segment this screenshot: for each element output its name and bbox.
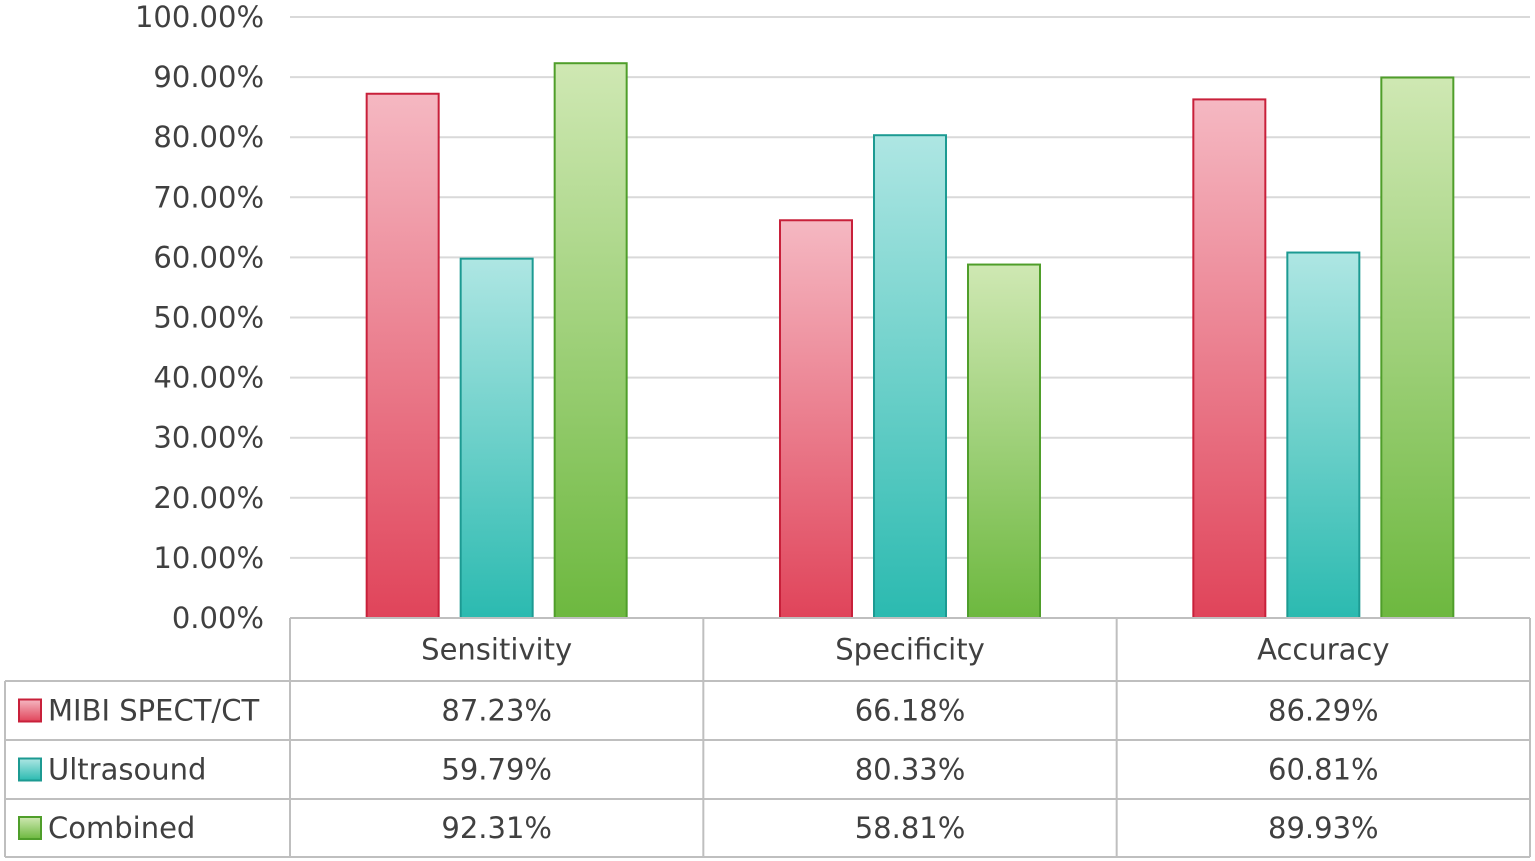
y-tick-label: 60.00% — [153, 240, 264, 274]
legend-key — [18, 757, 42, 782]
table-cell-value: 58.81% — [855, 811, 966, 845]
table-cell-value: 59.79% — [441, 753, 552, 787]
y-tick-label: 10.00% — [153, 541, 264, 575]
y-tick-label: 50.00% — [153, 301, 264, 335]
table-cell-value: 87.23% — [441, 694, 552, 728]
table-cell-value: 60.81% — [1268, 753, 1379, 787]
y-tick-label: 30.00% — [153, 421, 264, 455]
bar-combined-specificity — [967, 263, 1041, 619]
y-tick-label: 90.00% — [153, 60, 264, 94]
bar-ultrasound-specificity — [873, 134, 947, 619]
series-name: Combined — [48, 811, 195, 845]
bars — [365, 62, 1455, 620]
y-tick-label: 100.00% — [135, 0, 264, 34]
y-tick-label: 20.00% — [153, 481, 264, 515]
table-cell-value: 89.93% — [1268, 811, 1379, 845]
data-table: Sensitivity Specificity Accuracy MIBI SPECT… — [4, 617, 1531, 858]
y-tick-label: 80.00% — [153, 120, 264, 154]
series-name: MIBI SPECT/CT — [48, 694, 259, 728]
bar-combined-accuracy — [1380, 76, 1455, 620]
series-name: Ultrasound — [48, 753, 206, 787]
category-label: Specificity — [835, 633, 984, 667]
category-label: Accuracy — [1257, 633, 1389, 667]
y-axis-tick-labels: 0.00% 10.00% 20.00% 30.00% 40.00% 50.00% 60.00… — [135, 0, 264, 635]
table-cell-value: 80.33% — [855, 753, 966, 787]
legend-key — [18, 816, 42, 840]
bar-combined-sensitivity — [553, 62, 628, 619]
bar-mibi-spect-ct-accuracy — [1192, 98, 1267, 620]
bar-ultrasound-accuracy — [1286, 251, 1361, 620]
table-cell-value: 86.29% — [1268, 694, 1379, 728]
y-tick-label: 40.00% — [153, 361, 264, 395]
bar-ultrasound-sensitivity — [459, 257, 534, 619]
category-label: Sensitivity — [421, 633, 572, 667]
bar-mibi-spect-ct-specificity — [779, 219, 853, 619]
bar-mibi-spect-ct-sensitivity — [365, 92, 440, 620]
table-cell-value: 66.18% — [855, 694, 966, 728]
table-cell-value: 92.31% — [441, 811, 552, 845]
y-tick-label: 70.00% — [153, 180, 264, 214]
y-tick-label: 0.00% — [172, 601, 264, 635]
legend-key — [18, 698, 42, 723]
